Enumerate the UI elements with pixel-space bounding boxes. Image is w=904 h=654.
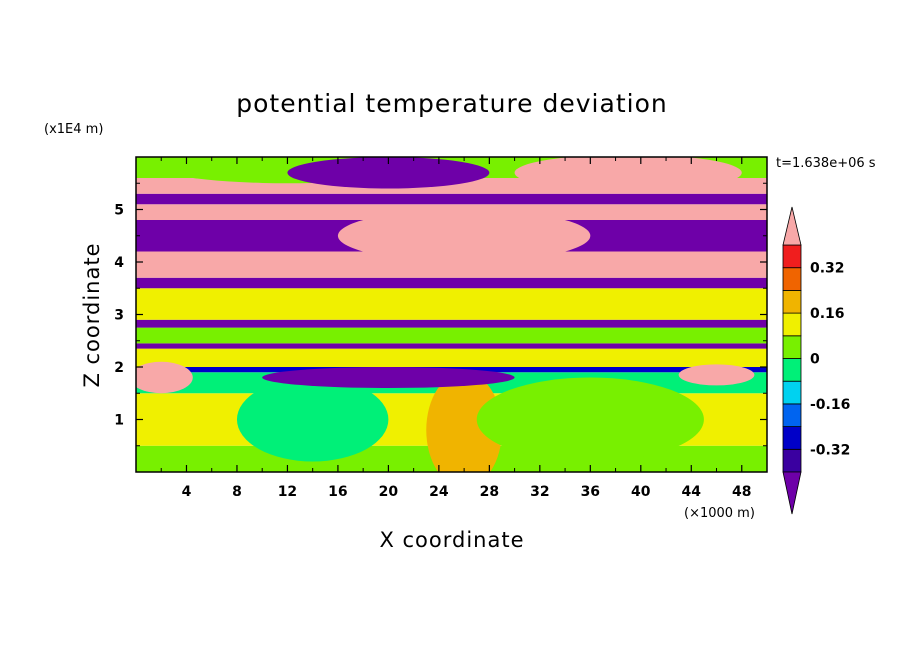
colorbar-extend-min bbox=[782, 471, 802, 515]
contour-band-6 bbox=[136, 327, 767, 344]
contour-feature-9 bbox=[136, 361, 193, 394]
contour-feature-8 bbox=[262, 367, 515, 388]
contour-band-13 bbox=[136, 193, 767, 205]
colorbar: 0.32 0.16 0 -0.16 -0.32 bbox=[782, 206, 850, 515]
colorbar-segment bbox=[782, 312, 802, 337]
colorbar-segment bbox=[782, 267, 802, 291]
colorbar-segment bbox=[782, 289, 802, 314]
x-axis-label: X coordinate bbox=[379, 528, 524, 552]
time-label: t=1.638e+06 s bbox=[776, 156, 876, 171]
x-tick-label: 24 bbox=[429, 484, 449, 500]
x-tick-label: 48 bbox=[732, 484, 751, 500]
x-tick-label: 36 bbox=[581, 484, 600, 500]
colorbar-segment bbox=[782, 448, 802, 473]
colorbar-label: 0 bbox=[810, 352, 820, 368]
contour-feature-6 bbox=[514, 157, 742, 192]
x-unit-label: (×1000 m) bbox=[684, 506, 755, 521]
colorbar-label: 0.32 bbox=[810, 261, 845, 277]
contour-band-4 bbox=[136, 348, 767, 367]
y-axis-label: Z coordinate bbox=[80, 242, 104, 387]
colorbar-segment bbox=[782, 244, 802, 269]
contour-feature-3 bbox=[476, 377, 704, 462]
y-unit-label: (x1E4 m) bbox=[44, 122, 103, 137]
x-tick-label: 8 bbox=[232, 484, 242, 500]
contour-feature-2 bbox=[236, 377, 389, 462]
contour-band-8 bbox=[136, 288, 767, 320]
chart-title: potential temperature deviation bbox=[236, 89, 667, 118]
y-tick-label: 4 bbox=[114, 255, 124, 271]
contour-feature-10 bbox=[678, 364, 755, 386]
contour-band-9 bbox=[136, 277, 767, 289]
x-tick-label: 4 bbox=[182, 484, 192, 500]
contour-band-7 bbox=[136, 319, 767, 328]
colorbar-extend-max bbox=[782, 206, 802, 246]
contour-band-5 bbox=[136, 343, 767, 349]
contour-feature-7 bbox=[337, 209, 591, 262]
colorbar-segment bbox=[782, 380, 802, 405]
plot-area bbox=[136, 157, 767, 472]
x-tick-label: 44 bbox=[682, 484, 702, 500]
x-tick-label: 20 bbox=[379, 484, 399, 500]
y-tick-label: 3 bbox=[114, 308, 124, 324]
colorbar-segment bbox=[782, 335, 802, 359]
x-tick-label: 40 bbox=[631, 484, 651, 500]
colorbar-label: -0.16 bbox=[810, 397, 850, 413]
colorbar-label: -0.32 bbox=[810, 442, 850, 458]
x-axis: 4 8 12 16 20 24 28 32 36 40 44 48 bbox=[160, 157, 752, 500]
x-tick-label: 16 bbox=[328, 484, 347, 500]
y-tick-label: 5 bbox=[114, 203, 124, 219]
colorbar-segment bbox=[782, 403, 802, 427]
colorbar-label: 0.16 bbox=[810, 306, 845, 322]
y-axis: 1 2 3 4 5 bbox=[114, 182, 767, 447]
x-tick-label: 28 bbox=[480, 484, 499, 500]
y-tick-label: 2 bbox=[114, 360, 124, 376]
colorbar-segment bbox=[782, 426, 802, 450]
contour-feature-1 bbox=[426, 372, 502, 472]
colorbar-segment bbox=[782, 358, 802, 382]
x-tick-label: 12 bbox=[278, 484, 297, 500]
x-tick-label: 32 bbox=[530, 484, 549, 500]
contour-feature-5 bbox=[287, 157, 490, 189]
y-tick-label: 1 bbox=[114, 413, 124, 429]
